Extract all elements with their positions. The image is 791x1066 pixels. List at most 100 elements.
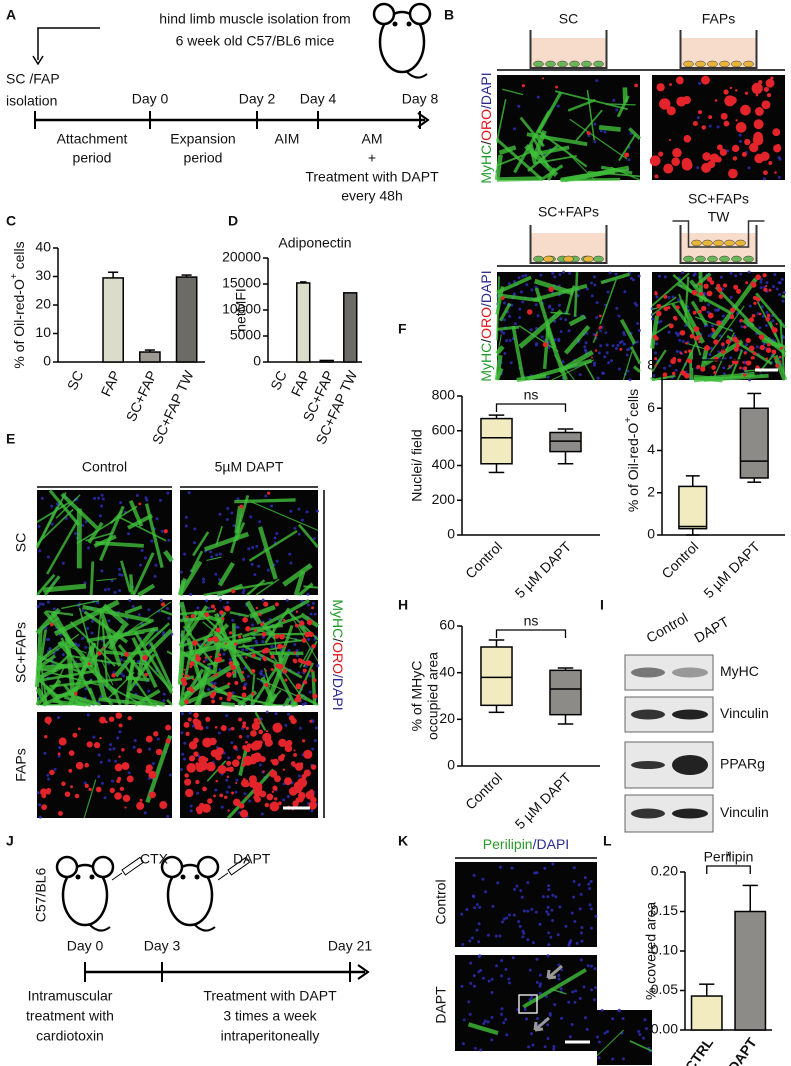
nucleus <box>617 1009 621 1013</box>
nucleus <box>218 668 222 672</box>
nucleus <box>722 366 726 370</box>
nucleus <box>231 618 235 622</box>
lipid <box>139 798 143 802</box>
nucleus <box>107 587 111 591</box>
myotube <box>85 532 113 542</box>
myotube <box>55 494 81 519</box>
lipid <box>302 668 307 673</box>
nucleus <box>520 895 524 899</box>
nucleus <box>765 281 769 285</box>
lipid <box>679 352 683 355</box>
nucleus <box>777 156 781 160</box>
nucleus <box>189 809 193 813</box>
lipid <box>273 797 278 801</box>
cell <box>719 255 730 263</box>
stain-part: / <box>478 141 494 145</box>
nucleus <box>249 515 253 519</box>
lipid <box>223 795 228 800</box>
nucleus <box>40 496 44 500</box>
lipid <box>719 148 727 156</box>
cell <box>695 255 706 263</box>
nucleus <box>612 98 616 102</box>
lipid <box>752 134 764 146</box>
lipid <box>754 153 764 164</box>
nucleus <box>38 602 42 606</box>
nucleus <box>77 643 81 647</box>
lipid <box>252 740 262 750</box>
myotube <box>629 346 642 365</box>
stain-label: MyHC/ORO/DAPI <box>330 599 346 710</box>
nucleus <box>627 347 631 351</box>
y-tick-label: 0 <box>447 757 455 773</box>
nucleus <box>549 935 553 939</box>
nucleus <box>531 1043 535 1047</box>
y-axis-label: netMFI <box>233 288 249 332</box>
myotube <box>698 271 704 302</box>
column-label: 5µM DAPT <box>215 459 284 475</box>
lipid <box>597 324 602 330</box>
nucleus <box>118 573 122 577</box>
nucleus <box>158 498 162 502</box>
significance-bracket <box>706 865 751 874</box>
nucleus <box>530 907 534 911</box>
lipid <box>245 796 248 799</box>
nucleus <box>758 326 762 330</box>
cell <box>735 239 746 247</box>
nucleus <box>523 1007 527 1011</box>
lipid <box>298 658 303 663</box>
lipid <box>68 768 73 773</box>
note: Treatment with DAPT <box>203 988 337 1004</box>
lipid <box>649 155 661 167</box>
y-tick-label: 5000 <box>230 327 261 343</box>
nucleus <box>275 559 279 563</box>
box <box>549 669 582 716</box>
myotube <box>467 1022 499 1036</box>
nucleus <box>479 1048 483 1052</box>
lipid <box>213 794 216 798</box>
lipid <box>214 657 220 663</box>
lipid <box>211 691 217 697</box>
lipid <box>251 692 255 696</box>
period-label: every 48h <box>341 188 402 204</box>
nucleus <box>507 981 511 985</box>
nucleus <box>560 1016 564 1020</box>
nucleus <box>137 613 141 617</box>
lipid <box>663 163 674 174</box>
nucleus <box>472 873 476 877</box>
myotube <box>206 760 227 782</box>
nucleus <box>234 790 238 794</box>
nucleus <box>536 314 540 318</box>
lipid <box>728 96 737 105</box>
nucleus <box>37 524 41 528</box>
nucleus <box>608 271 612 275</box>
nucleus <box>147 608 151 612</box>
myotube <box>616 95 630 118</box>
nucleus <box>616 343 620 347</box>
nucleus <box>288 552 292 556</box>
y-tick-label: 2 <box>647 483 655 499</box>
panel-label: E <box>6 431 15 447</box>
y-label-text: % of Oil-red-O <box>11 279 27 369</box>
nucleus <box>304 664 308 668</box>
lipid <box>675 76 684 85</box>
lipid <box>670 358 676 365</box>
myotube <box>247 624 283 631</box>
band-label: PPARg <box>720 756 765 772</box>
nucleus <box>536 1016 540 1020</box>
myotube <box>206 556 222 561</box>
lipid <box>109 787 115 794</box>
lipid <box>226 696 232 702</box>
mouse-ear <box>408 2 432 26</box>
nucleus <box>494 934 498 938</box>
lipid <box>313 678 317 683</box>
y-tick-label: 0.05 <box>651 981 678 997</box>
nucleus <box>671 295 675 299</box>
lipid <box>190 688 195 693</box>
cell <box>691 239 702 247</box>
nucleus <box>716 125 720 129</box>
nucleus <box>241 591 245 595</box>
lipid <box>246 743 252 749</box>
myotube <box>534 278 575 296</box>
lipid <box>88 787 92 792</box>
nucleus <box>481 976 485 980</box>
